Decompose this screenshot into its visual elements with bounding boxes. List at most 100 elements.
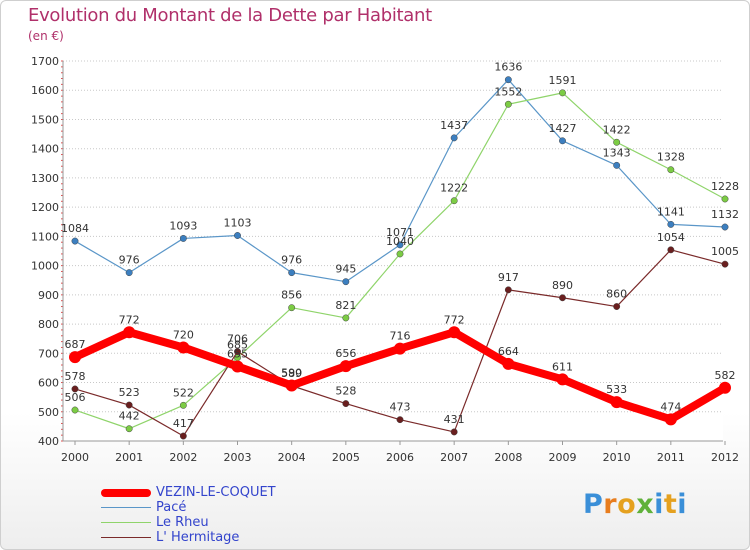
data-point xyxy=(125,425,133,433)
data-label: 685 xyxy=(227,339,248,352)
data-point xyxy=(504,76,512,84)
data-label: 528 xyxy=(335,385,356,398)
data-point xyxy=(667,246,675,254)
x-tick-label: 2005 xyxy=(332,451,360,464)
y-tick-label: 1700 xyxy=(31,55,59,68)
data-label: 1636 xyxy=(494,61,522,74)
legend-item-pace: Pacé xyxy=(101,500,276,515)
data-label: 772 xyxy=(119,313,140,326)
data-label: 1141 xyxy=(657,205,685,218)
data-point xyxy=(450,428,458,436)
data-point xyxy=(396,241,404,249)
data-label: 976 xyxy=(119,254,140,267)
data-point xyxy=(179,401,187,409)
data-point xyxy=(234,232,241,239)
data-point xyxy=(234,348,241,356)
data-label: 522 xyxy=(173,386,194,399)
x-tick-label: 2012 xyxy=(711,451,739,464)
proxiti-logo: Proxiti xyxy=(583,489,687,520)
data-label: 1040 xyxy=(386,235,414,248)
data-point xyxy=(179,432,187,440)
data-label: 716 xyxy=(390,330,411,343)
plot-area xyxy=(63,61,723,441)
data-point xyxy=(342,278,350,286)
legend-label-vezin: VEZIN-LE-COQUET xyxy=(156,485,276,500)
logo-letter: t xyxy=(663,489,678,520)
data-point xyxy=(231,360,244,373)
data-point xyxy=(69,351,81,364)
data-label: 1437 xyxy=(440,119,468,132)
data-point xyxy=(613,303,621,310)
data-point xyxy=(559,294,566,302)
data-point xyxy=(448,326,461,339)
data-label: 664 xyxy=(498,345,519,358)
y-tick-label: 500 xyxy=(38,406,59,419)
data-label: 917 xyxy=(498,271,519,284)
chart-subtitle: (en €) xyxy=(28,29,64,43)
y-tick-label: 1400 xyxy=(31,143,59,156)
x-tick-label: 2001 xyxy=(115,451,143,464)
data-label: 611 xyxy=(552,360,573,373)
data-label: 431 xyxy=(444,413,465,426)
data-point xyxy=(613,138,621,146)
x-tick-label: 2010 xyxy=(603,451,631,464)
data-label: 860 xyxy=(606,288,627,301)
data-label: 442 xyxy=(119,410,140,423)
data-label: 945 xyxy=(335,263,356,276)
data-point xyxy=(667,220,675,228)
data-label: 856 xyxy=(281,289,302,302)
data-point xyxy=(450,197,458,205)
data-label: 656 xyxy=(335,347,356,360)
data-label: 523 xyxy=(119,386,140,399)
data-label: 1005 xyxy=(711,245,739,258)
data-label: 821 xyxy=(335,299,356,312)
data-point xyxy=(396,250,404,258)
data-point xyxy=(177,341,190,354)
data-label: 473 xyxy=(390,401,411,414)
data-label: 1222 xyxy=(440,182,468,195)
data-label: 474 xyxy=(660,400,681,413)
y-tick-label: 800 xyxy=(38,318,59,331)
data-label: 687 xyxy=(65,338,86,351)
data-label: 1103 xyxy=(224,217,252,230)
x-tick-label: 2002 xyxy=(169,451,197,464)
y-tick-label: 1200 xyxy=(31,201,59,214)
y-tick-label: 1300 xyxy=(31,172,59,185)
x-tick-label: 2007 xyxy=(440,451,468,464)
data-point xyxy=(342,314,350,322)
legend-swatch-vezin xyxy=(101,488,151,497)
data-label: 1084 xyxy=(61,222,89,235)
data-label: 578 xyxy=(65,370,86,383)
data-label: 1071 xyxy=(386,226,414,239)
data-point xyxy=(556,373,569,386)
data-point xyxy=(285,379,298,392)
x-tick-label: 2000 xyxy=(61,451,89,464)
data-label: 417 xyxy=(173,417,194,430)
data-label: 1054 xyxy=(657,231,685,244)
data-point xyxy=(613,161,621,169)
data-label: 589 xyxy=(281,367,302,380)
data-point xyxy=(394,342,406,355)
data-point xyxy=(721,195,729,203)
data-point xyxy=(610,396,623,409)
data-point xyxy=(125,269,133,277)
data-label: 1132 xyxy=(711,208,739,221)
logo-letter: r xyxy=(603,489,618,520)
data-label: 976 xyxy=(281,254,302,267)
y-tick-label: 1500 xyxy=(31,113,59,126)
y-tick-label: 1000 xyxy=(31,260,59,273)
y-tick-label: 600 xyxy=(38,377,59,390)
y-tick-label: 900 xyxy=(38,289,59,302)
data-point xyxy=(719,381,731,394)
data-label: 1093 xyxy=(169,219,197,232)
chart-title: Evolution du Montant de la Dette par Hab… xyxy=(28,5,432,26)
data-point xyxy=(504,286,512,294)
data-point xyxy=(339,360,352,373)
data-label: 590 xyxy=(281,366,302,379)
x-tick-label: 2004 xyxy=(278,451,306,464)
legend: VEZIN-LE-COQUET Pacé Le Rheu L' Hermitag… xyxy=(101,485,276,545)
logo-letter: i xyxy=(654,489,664,520)
data-label: 1552 xyxy=(494,85,522,98)
data-point xyxy=(71,406,79,414)
data-point xyxy=(664,413,677,426)
